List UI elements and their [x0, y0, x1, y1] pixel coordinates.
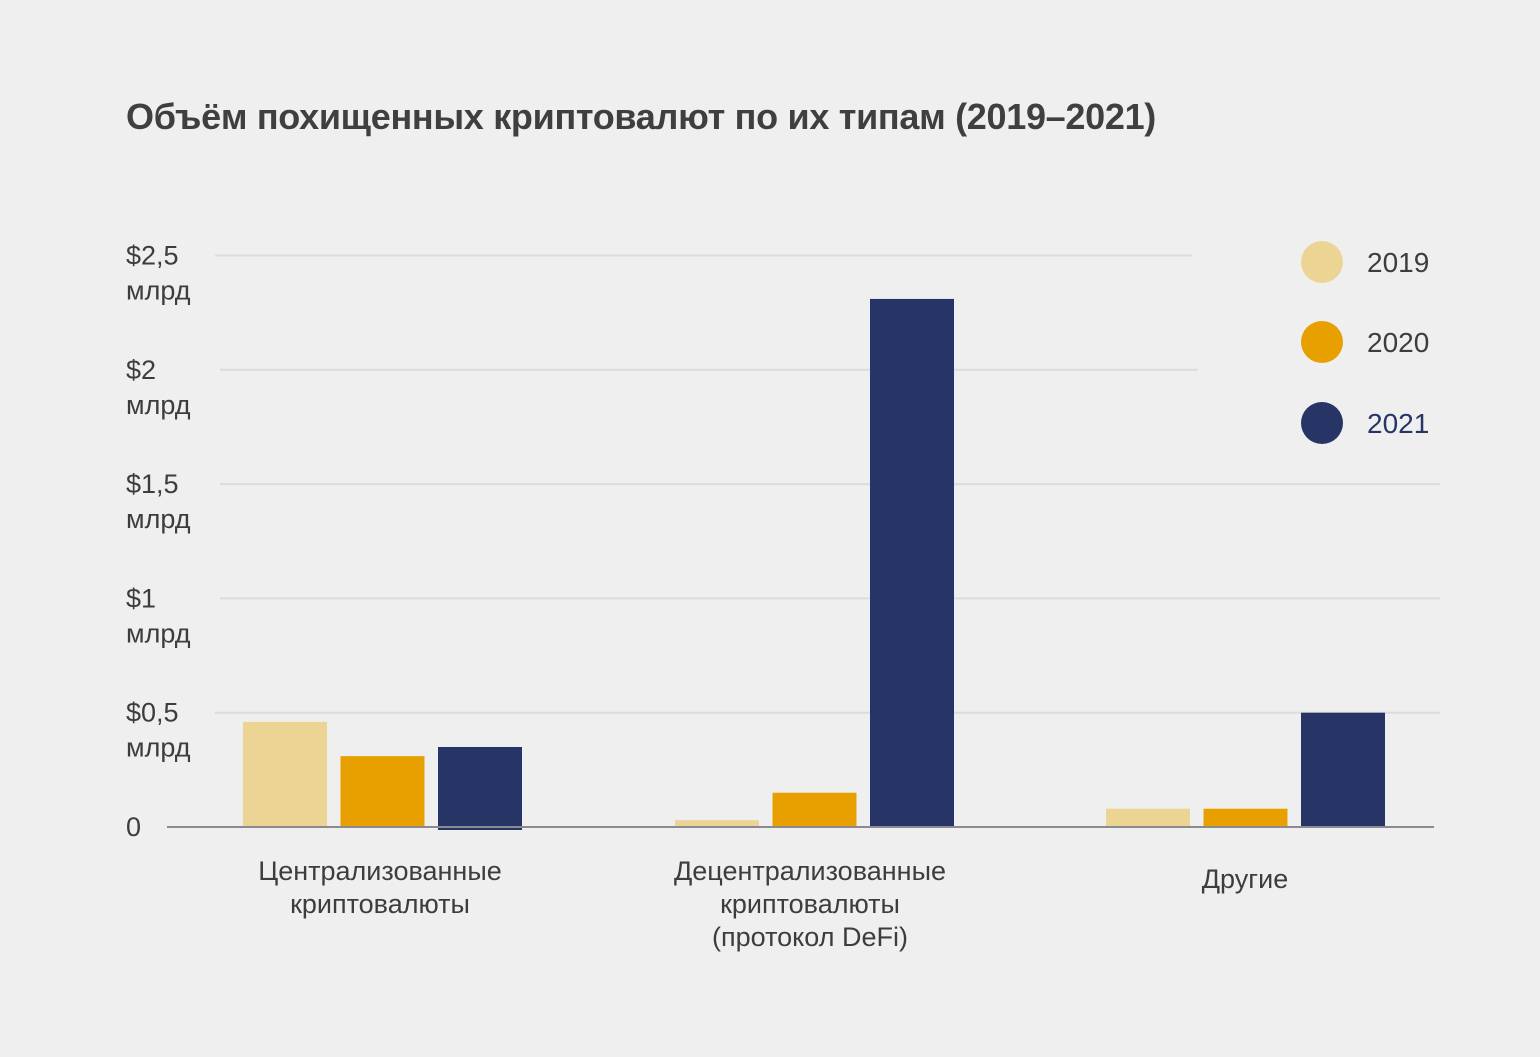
y-tick-value: $1,5	[126, 469, 179, 499]
y-tick-value: 0	[126, 812, 141, 842]
gridlines	[215, 254, 1440, 714]
y-tick-value: $1	[126, 583, 156, 613]
legend-swatch	[1301, 402, 1343, 444]
legend-swatch	[1301, 321, 1343, 363]
y-tick-unit: млрд	[126, 390, 191, 420]
bar-2020-cat1	[772, 792, 857, 827]
x-category-label-line: Централизованные	[258, 856, 502, 886]
bar-2021-cat0	[438, 746, 522, 830]
y-tick-unit: млрд	[126, 504, 191, 534]
legend-item-2020: 2020	[1301, 321, 1429, 363]
legend-label: 2019	[1367, 247, 1429, 278]
x-category-label: Другие	[1202, 864, 1288, 894]
bar-2019-cat2	[1106, 808, 1190, 827]
x-category-label: Децентрализованные криптовалюты (протокол …	[674, 856, 946, 952]
x-axis-labels: Централизованные криптовалютыДецентрализо…	[258, 856, 1288, 952]
y-tick-label: $0,5 млрд	[126, 698, 191, 763]
x-category-label-line: криптовалюты	[720, 889, 900, 919]
y-axis-ticks: 0 $0,5 млрд $1 млрд $1,5 млрд $2 млрд $2,5 млрд	[126, 241, 191, 843]
bar-2020-cat2	[1203, 808, 1288, 827]
y-tick-label: $1,5 млрд	[126, 469, 191, 534]
legend-item-2021: 2021	[1301, 402, 1429, 444]
y-tick-label: $2 млрд	[126, 355, 191, 420]
y-tick-unit: млрд	[126, 618, 191, 648]
legend-swatch	[1301, 241, 1343, 283]
bar-2019-cat0	[243, 721, 327, 827]
y-tick-unit: млрд	[126, 733, 191, 763]
x-category-label-line: Другие	[1202, 864, 1288, 894]
bar-2019-cat1	[675, 820, 759, 827]
y-tick-label: $2,5 млрд	[126, 241, 191, 306]
bars	[243, 298, 1385, 830]
bar-2021-cat2	[1301, 712, 1385, 827]
legend: 2019 2020 2021	[1301, 241, 1429, 444]
chart-title: Объём похищенных криптовалют по их типам…	[126, 96, 1156, 137]
y-tick-unit: млрд	[126, 276, 191, 306]
x-category-label-line: криптовалюты	[290, 889, 470, 919]
bar-2021-cat1	[870, 298, 954, 828]
legend-label: 2020	[1367, 327, 1429, 358]
y-tick-value: $0,5	[126, 698, 179, 728]
legend-item-2019: 2019	[1301, 241, 1429, 283]
y-tick-label: 0	[126, 812, 141, 842]
y-tick-value: $2	[126, 355, 156, 385]
x-category-label-line: (протокол DeFi)	[712, 922, 908, 952]
x-category-label-line: Децентрализованные	[674, 856, 946, 886]
bar-2020-cat0	[340, 756, 425, 827]
legend-label: 2021	[1367, 408, 1429, 439]
y-tick-label: $1 млрд	[126, 583, 191, 648]
y-tick-value: $2,5	[126, 241, 179, 271]
x-category-label: Централизованные криптовалюты	[258, 856, 502, 919]
